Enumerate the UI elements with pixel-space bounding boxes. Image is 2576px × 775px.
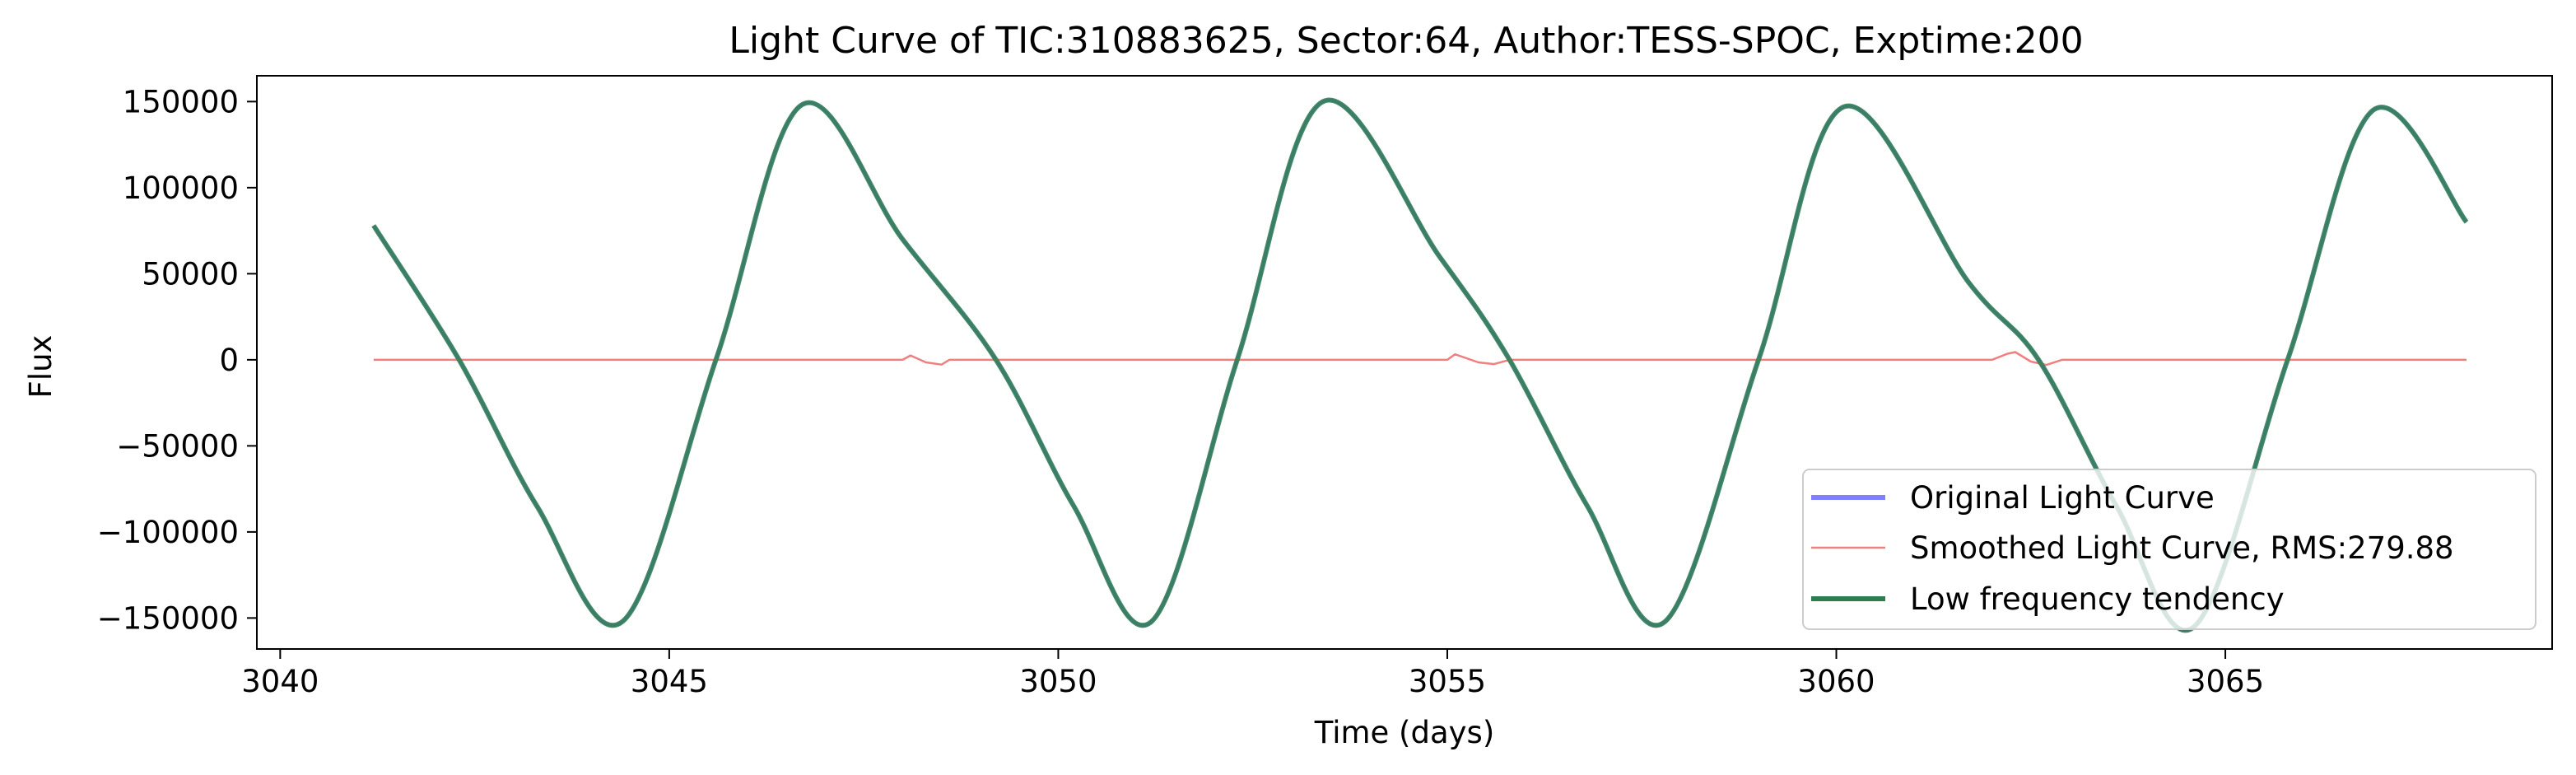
y-tick-label: 150000 xyxy=(123,84,239,119)
y-tick-label: −150000 xyxy=(97,600,239,636)
legend-label-original: Original Light Curve xyxy=(1910,480,2215,516)
y-tick-label: −100000 xyxy=(97,515,239,550)
plot-frame xyxy=(256,75,2553,650)
legend-box xyxy=(1802,469,2536,630)
x-tick-label: 3040 xyxy=(241,664,319,699)
y-tick-label: 100000 xyxy=(123,170,239,206)
y-tick-label: 50000 xyxy=(142,256,239,292)
legend-label-smoothed: Smoothed Light Curve, RMS:279.88 xyxy=(1910,530,2454,566)
y-axis-label: Flux xyxy=(23,335,58,399)
legend: Original Light Curve Smoothed Light Curv… xyxy=(1802,469,2536,630)
y-tick-label: −50000 xyxy=(116,428,239,464)
x-axis-label: Time (days) xyxy=(1314,715,1495,750)
x-tick-label: 3050 xyxy=(1019,664,1097,699)
x-tick-label: 3045 xyxy=(631,664,708,699)
x-tick-label: 3065 xyxy=(2187,664,2264,699)
y-axis-ticks: 150000 100000 50000 0 −50000 −100000 −150000 xyxy=(97,84,257,636)
x-tick-label: 3060 xyxy=(1797,664,1875,699)
x-axis-ticks: 3040 3045 3050 3055 3060 3065 xyxy=(241,649,2264,699)
y-tick-label: 0 xyxy=(219,343,239,378)
legend-label-low-frequency: Low frequency tendency xyxy=(1910,581,2285,617)
chart-title: Light Curve of TIC:310883625, Sector:64,… xyxy=(729,20,2083,62)
x-tick-label: 3055 xyxy=(1409,664,1486,699)
